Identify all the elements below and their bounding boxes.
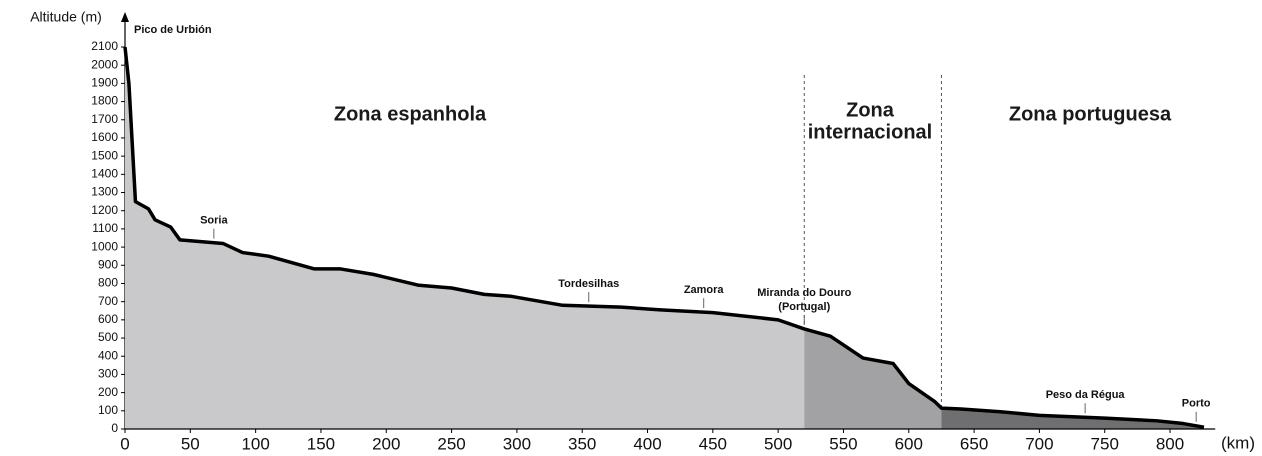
x-tick-label: 650 (960, 434, 988, 453)
profile-line (123, 46, 1205, 429)
zone-label: Zona (846, 99, 895, 121)
y-tick-label: 1700 (91, 112, 118, 126)
y-tick-label: 1900 (91, 76, 118, 90)
x-tick-label: 250 (437, 434, 465, 453)
x-tick-label: 0 (120, 434, 129, 453)
y-tick-label: 200 (98, 385, 118, 399)
zone-area (125, 47, 805, 429)
place-label: Tordesilhas (558, 278, 619, 290)
x-axis-label: (km) (1221, 433, 1255, 452)
y-tick-label: 1300 (91, 185, 118, 199)
place-label: Pico de Urbión (134, 24, 212, 36)
x-tick-label: 450 (699, 434, 727, 453)
x-tick-label: 100 (241, 434, 269, 453)
y-tick-label: 1600 (91, 130, 118, 144)
zone-area (804, 328, 942, 429)
place-label: Zamora (684, 284, 725, 296)
x-tick-label: 300 (503, 434, 531, 453)
x-tick-label: 200 (372, 434, 400, 453)
y-tick-label: 1000 (91, 239, 118, 253)
y-tick-label: 1400 (91, 167, 118, 181)
x-tick-label: 750 (1091, 434, 1119, 453)
place-label: Peso da Régua (1046, 389, 1126, 401)
x-tick-label: 350 (568, 434, 596, 453)
y-tick-label: 1200 (91, 203, 118, 217)
place-label: Porto (1182, 398, 1211, 410)
y-tick-label: 1100 (92, 221, 118, 235)
y-tick-label: 800 (98, 276, 118, 290)
x-tick-label: 700 (1025, 434, 1053, 453)
x-tick-label: 800 (1156, 434, 1184, 453)
y-axis-label: Altitude (m) (30, 9, 102, 25)
y-axis-arrow (121, 12, 129, 22)
y-tick-label: 2000 (91, 57, 118, 71)
x-tick-label: 600 (895, 434, 923, 453)
x-tick-label: 500 (764, 434, 792, 453)
y-tick-label: 900 (98, 257, 118, 271)
place-label: Soria (200, 215, 228, 227)
place-label: (Portugal) (778, 301, 830, 313)
y-tick-label: 600 (98, 312, 118, 326)
x-tick-label: 150 (307, 434, 335, 453)
zone-label: Zona espanhola (334, 103, 487, 125)
x-tick-label: 550 (829, 434, 857, 453)
place-label: Miranda do Douro (757, 287, 851, 299)
y-tick-label: 2100 (91, 39, 118, 53)
y-tick-label: 100 (98, 403, 118, 417)
y-tick-label: 400 (98, 348, 118, 362)
zone-label: internacional (808, 121, 932, 143)
zone-label: Zona portuguesa (1009, 103, 1172, 125)
x-tick-label: 400 (633, 434, 661, 453)
y-tick-label: 1500 (91, 148, 118, 162)
y-tick-label: 1800 (91, 94, 118, 108)
x-tick-label: 50 (181, 434, 200, 453)
y-tick-label: 0 (111, 421, 118, 435)
y-tick-label: 300 (98, 367, 118, 381)
y-tick-label: 500 (98, 330, 118, 344)
y-tick-label: 700 (98, 294, 118, 308)
